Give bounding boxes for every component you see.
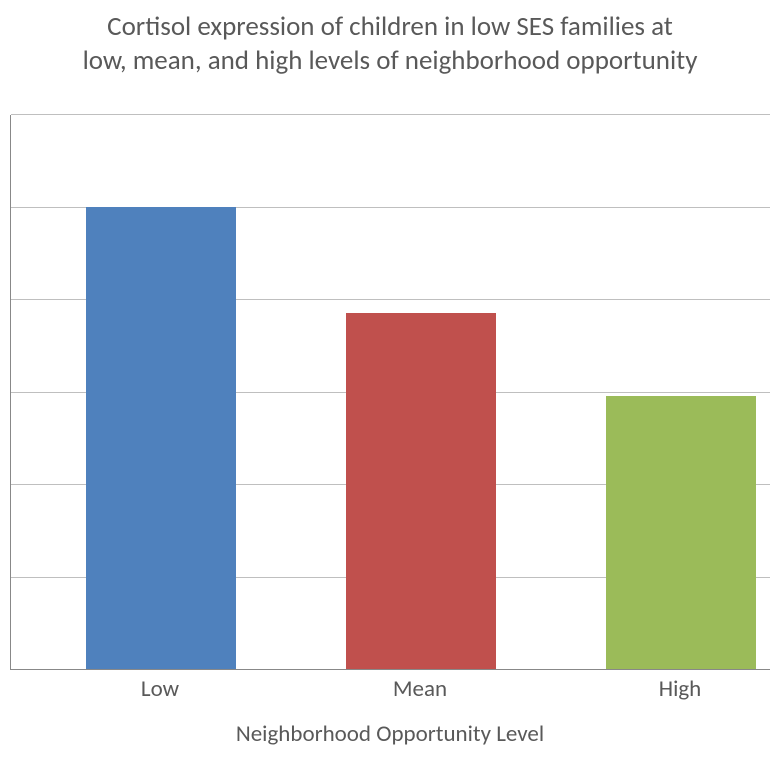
x-tick-label: Mean: [345, 675, 495, 703]
chart-title: Cortisol expression of children in low S…: [0, 10, 780, 78]
x-tick-label: Low: [85, 675, 235, 703]
x-axis-labels: Low Mean High: [10, 675, 770, 705]
bar-mean: [346, 313, 496, 669]
x-axis-title: Neighborhood Opportunity Level: [10, 720, 770, 748]
chart-title-line1: Cortisol expression of children in low S…: [107, 10, 673, 43]
bar-low: [86, 207, 236, 670]
x-tick-label: High: [605, 675, 755, 703]
chart-container: Cortisol expression of children in low S…: [0, 0, 780, 780]
bar-high: [606, 396, 756, 669]
grid-line: [11, 114, 770, 115]
chart-title-line2: low, mean, and high levels of neighborho…: [83, 44, 698, 77]
plot-area: [10, 115, 770, 670]
